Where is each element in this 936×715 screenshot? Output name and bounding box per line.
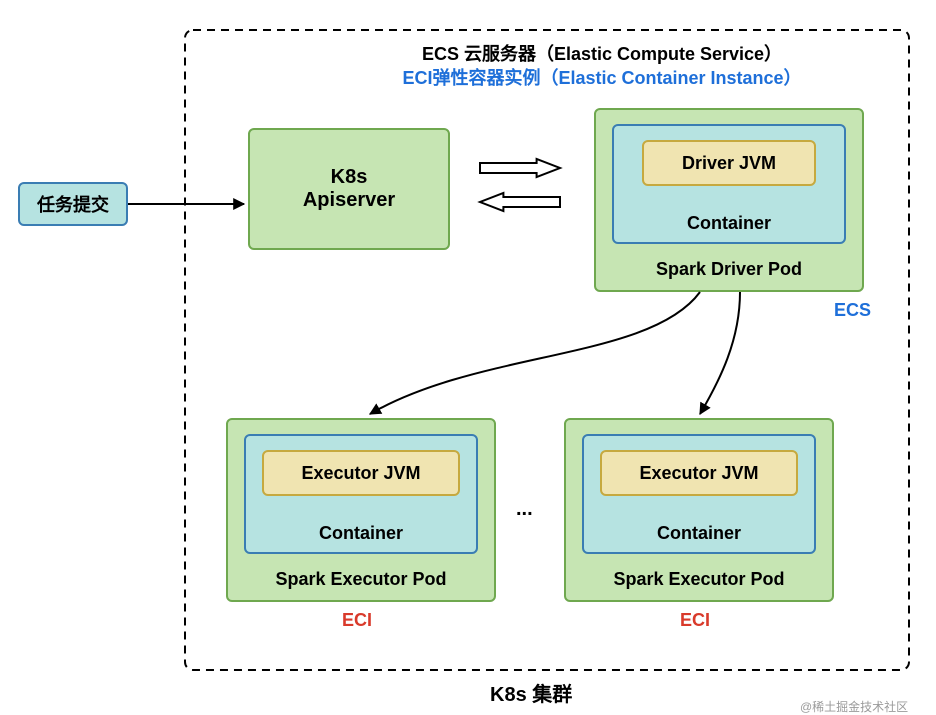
driver-container-label: Container	[687, 213, 771, 234]
k8s-apiserver-box: K8s Apiserver	[248, 128, 450, 250]
k8s-cluster-label: K8s 集群	[490, 678, 572, 707]
task-submit-box: 任务提交	[18, 182, 128, 226]
ellipsis: ...	[516, 498, 533, 521]
executor-pod-label: Spark Executor Pod	[613, 569, 784, 590]
executor-jvm-label: Executor JVM	[639, 463, 758, 484]
executor-jvm: Executor JVM	[600, 450, 798, 496]
executor-jvm-label: Executor JVM	[301, 463, 420, 484]
driver-ecs-tag: ECS	[834, 300, 871, 321]
apiserver-line2: Apiserver	[303, 189, 395, 212]
arrow-apiserver-to-driver	[480, 159, 560, 177]
arrow-driver-to-executor2	[700, 292, 740, 414]
executor-eci-tag: ECI	[342, 610, 372, 631]
watermark: @稀土掘金技术社区	[800, 698, 908, 715]
arrow-driver-to-executor1	[370, 292, 700, 414]
title-ecs: ECS 云服务器（Elastic Compute Service）	[342, 40, 862, 66]
driver-jvm: Driver JVM	[642, 140, 816, 186]
task-submit-label: 任务提交	[37, 191, 109, 217]
driver-jvm-label: Driver JVM	[682, 153, 776, 174]
title-eci: ECI弹性容器实例（Elastic Container Instance）	[342, 64, 862, 90]
driver-pod-label: Spark Driver Pod	[656, 259, 802, 280]
executor-container-label: Container	[657, 523, 741, 544]
arrow-driver-to-apiserver	[480, 193, 560, 211]
executor-jvm: Executor JVM	[262, 450, 460, 496]
executor-container-label: Container	[319, 523, 403, 544]
executor-pod-label: Spark Executor Pod	[275, 569, 446, 590]
apiserver-line1: K8s	[331, 166, 368, 189]
diagram-stage: ECS 云服务器（Elastic Compute Service） ECI弹性容…	[0, 0, 936, 714]
executor-eci-tag: ECI	[680, 610, 710, 631]
